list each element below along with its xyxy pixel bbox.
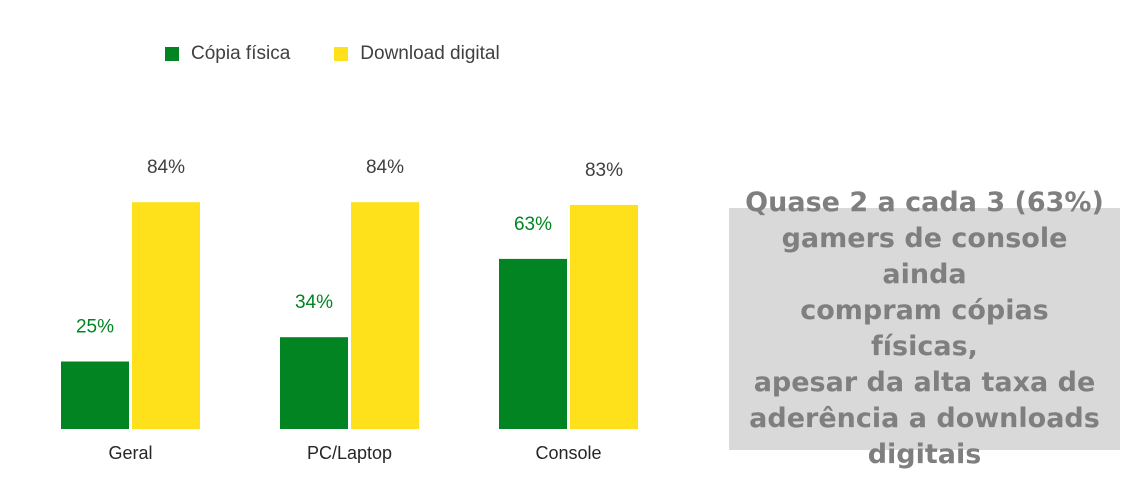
bar-pc-laptop-series-0 bbox=[280, 337, 348, 429]
callout-text: Quase 2 a cada 3 (63%) gamers de console… bbox=[745, 187, 1104, 470]
bar-geral-series-0 bbox=[61, 361, 129, 429]
legend-label-copia-fisica: Cópia física bbox=[191, 43, 291, 64]
chart-legend: Cópia física Download digital bbox=[165, 43, 544, 65]
category-label-console: Console bbox=[535, 443, 601, 463]
legend-item-download-digital: Download digital bbox=[334, 43, 500, 65]
data-label-geral-series-0: 25% bbox=[76, 317, 114, 338]
legend-label-download-digital: Download digital bbox=[360, 43, 500, 64]
legend-swatch-download-digital bbox=[334, 47, 349, 61]
bar-console-series-0 bbox=[499, 258, 567, 429]
bar-console-series-1 bbox=[570, 204, 638, 429]
legend-swatch-copia-fisica bbox=[165, 47, 179, 61]
bar-geral-series-1 bbox=[132, 202, 200, 429]
bar-pc-laptop-series-1 bbox=[351, 202, 419, 429]
legend-item-copia-fisica: Cópia física bbox=[165, 43, 290, 65]
bar-chart: 25% 84% Geral 34% 84% PC/Laptop 63% 83% Console bbox=[61, 157, 638, 463]
data-label-pc-laptop-series-1: 84% bbox=[366, 157, 404, 178]
data-label-pc-laptop-series-0: 34% bbox=[295, 292, 333, 313]
data-label-console-series-0: 63% bbox=[514, 214, 552, 235]
category-label-pc-laptop: PC/Laptop bbox=[307, 443, 392, 463]
category-label-geral: Geral bbox=[108, 443, 152, 463]
callout-box: Quase 2 a cada 3 (63%) gamers de console… bbox=[729, 187, 1120, 470]
data-label-console-series-1: 83% bbox=[585, 160, 623, 181]
data-label-geral-series-1: 84% bbox=[147, 157, 185, 178]
